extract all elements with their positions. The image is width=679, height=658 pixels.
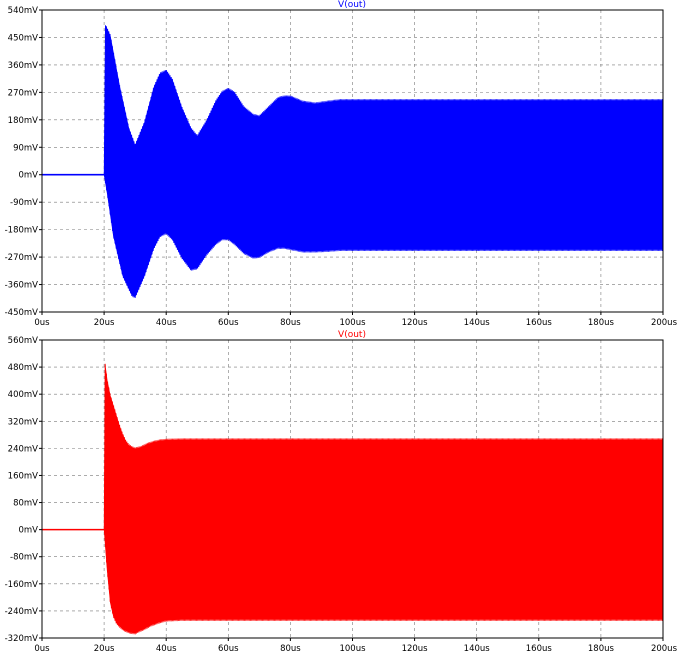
- top-y-tick-label: -450mV: [5, 308, 39, 318]
- bottom-panel-title: V(out): [338, 330, 366, 340]
- top-waveform-panel: 540mV 450mV 360mV 270mV 180mV 90mV 0mV -90mV -18…: [5, 0, 678, 328]
- bottom-x-tick-label: 40us: [156, 644, 177, 654]
- top-carrier-ripple: [104, 26, 663, 298]
- bottom-y-tick-label: -160mV: [5, 580, 39, 590]
- top-x-tick-label: 80us: [280, 318, 301, 328]
- bottom-y-tick-label: 400mV: [8, 390, 39, 400]
- bottom-x-tick-label: 20us: [94, 644, 115, 654]
- bottom-y-tick-label: -320mV: [5, 634, 39, 644]
- bottom-x-tick-label: 0us: [34, 644, 50, 654]
- bottom-waveform-panel: 560mV 480mV 400mV 320mV 240mV 160mV 80mV 0mV -80…: [5, 330, 678, 654]
- bottom-carrier-ripple: [104, 364, 663, 635]
- top-y-tick-label: 540mV: [8, 6, 39, 16]
- top-x-tick-label: 60us: [218, 318, 239, 328]
- top-panel-title: V(out): [338, 0, 366, 10]
- top-x-tick-label: 120us: [402, 318, 429, 328]
- bottom-y-tick-label: 80mV: [13, 499, 38, 509]
- top-y-tick-label: -90mV: [10, 198, 38, 208]
- bottom-x-tick-label: 60us: [218, 644, 239, 654]
- bottom-y-tick-label: 560mV: [8, 336, 39, 346]
- top-x-tick-label: 40us: [156, 318, 177, 328]
- top-x-tick-label: 100us: [339, 318, 366, 328]
- bottom-y-tick-label: 320mV: [8, 417, 39, 427]
- top-x-tick-label: 0us: [34, 318, 50, 328]
- top-y-tick-label: 450mV: [8, 33, 39, 43]
- top-y-tick-label: 360mV: [8, 61, 39, 71]
- bottom-y-tick-label: 480mV: [8, 363, 39, 373]
- top-y-tick-label: 180mV: [8, 116, 39, 126]
- bottom-series-trace: [42, 363, 663, 635]
- bottom-x-tick-label: 160us: [526, 644, 553, 654]
- bottom-x-tick-label: 140us: [464, 644, 491, 654]
- bottom-x-tick-label: 100us: [339, 644, 366, 654]
- top-series-trace: [42, 25, 663, 298]
- bottom-x-tick-label: 200us: [651, 644, 678, 654]
- top-y-tick-label: 0mV: [18, 171, 38, 181]
- top-x-tick-label: 180us: [588, 318, 615, 328]
- bottom-x-tick-label: 80us: [280, 644, 301, 654]
- bottom-y-tick-label: 240mV: [8, 444, 39, 454]
- top-y-tick-label: -270mV: [5, 253, 39, 263]
- bottom-y-tick-label: -240mV: [5, 607, 39, 617]
- bottom-x-tick-label: 180us: [588, 644, 615, 654]
- top-y-tick-label: -360mV: [5, 281, 39, 291]
- bottom-y-tick-label: 0mV: [18, 526, 38, 536]
- bottom-y-tick-label: -80mV: [10, 553, 38, 563]
- bottom-x-tick-label: 120us: [402, 644, 429, 654]
- top-x-tick-label: 200us: [651, 318, 678, 328]
- top-x-tick-label: 140us: [464, 318, 491, 328]
- top-y-tick-label: 270mV: [8, 88, 39, 98]
- top-y-tick-label: -180mV: [5, 226, 39, 236]
- top-x-tick-label: 160us: [526, 318, 553, 328]
- bottom-y-tick-label: 160mV: [8, 471, 39, 481]
- top-x-tick-label: 20us: [94, 318, 115, 328]
- top-y-tick-label: 90mV: [13, 143, 38, 153]
